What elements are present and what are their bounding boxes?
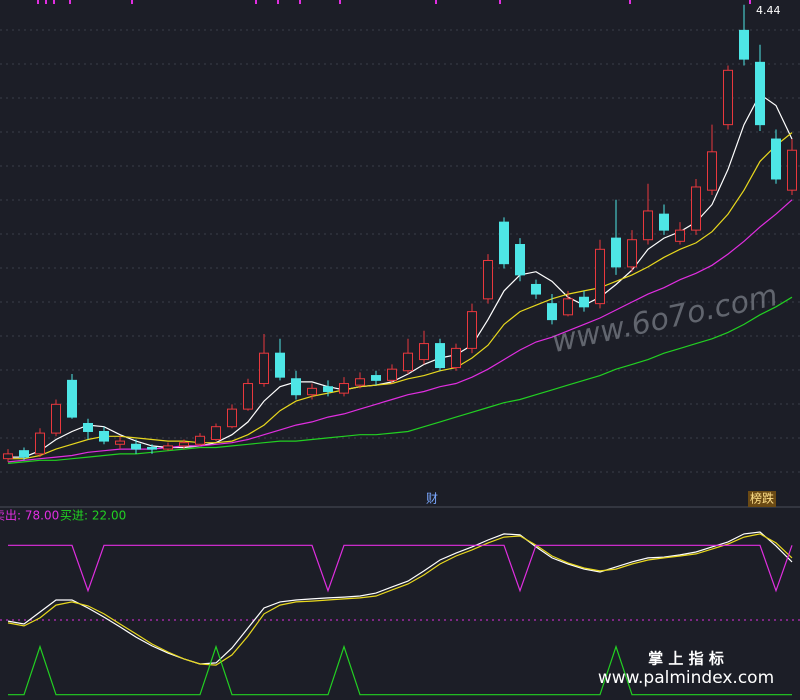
candle-body (35, 432, 45, 455)
candle-body (3, 453, 13, 460)
candle-body (19, 450, 29, 458)
candle-body (531, 283, 541, 295)
candle-body (787, 149, 797, 191)
candle-body (627, 239, 637, 268)
line-series (8, 93, 793, 458)
main-panel: 4.44 (3, 4, 797, 464)
line-series (7, 533, 793, 666)
candle-body (83, 422, 93, 432)
legend-entry: 买进: 22.00 (60, 509, 126, 523)
candle-body (723, 69, 733, 126)
candle-body (115, 440, 125, 445)
candle-body (387, 368, 397, 381)
line-series (8, 132, 793, 460)
high-label: 4.44 (756, 4, 781, 17)
candle-body (67, 379, 77, 418)
candle-body (131, 443, 141, 450)
event-marker: 财 (426, 492, 438, 506)
candle-body (467, 311, 477, 349)
candle-body (483, 259, 493, 300)
candle-body (739, 29, 749, 60)
candle-body (307, 387, 317, 396)
line-series (7, 531, 793, 665)
candle-body (195, 435, 205, 445)
candle-body (323, 386, 333, 393)
candle-body (755, 61, 765, 126)
candle-body (499, 221, 509, 265)
candle-body (771, 138, 781, 180)
candle-body (691, 186, 701, 231)
candle-body (291, 378, 301, 396)
candle-body (211, 426, 221, 440)
marker-box (748, 491, 776, 507)
candle-body (451, 347, 461, 369)
candle-body (579, 296, 589, 308)
candle-body (51, 403, 61, 434)
watermark: 掌 上 指 标 (648, 650, 724, 668)
candle-body (515, 244, 525, 276)
candle-body (675, 229, 685, 242)
grid (0, 29, 800, 473)
candle-body (371, 375, 381, 381)
candle-body (435, 343, 445, 369)
candle-body (563, 298, 573, 316)
candle-body (707, 151, 717, 191)
candle-body (147, 446, 157, 450)
candle-body (99, 430, 109, 442)
candle-body (243, 383, 253, 410)
line-series (8, 544, 793, 593)
line-series (7, 296, 793, 464)
candle-body (403, 352, 413, 372)
candle-body (339, 383, 349, 394)
line-series (8, 644, 792, 696)
candle-body (595, 248, 605, 305)
legend-entry: 卖出: 78.00 (0, 509, 59, 523)
candle-body (355, 378, 365, 386)
candle-body (419, 343, 429, 361)
candle-body (643, 210, 653, 241)
event-marker: 榜跌 (750, 491, 774, 506)
candle-body (659, 213, 669, 231)
indicator-panel (0, 531, 800, 696)
candle-body (275, 352, 285, 378)
candle-body (611, 237, 621, 268)
top-signals (37, 0, 751, 4)
candle-body (179, 442, 189, 447)
candle-body (547, 303, 557, 321)
candle-body (227, 408, 237, 428)
candle-body (259, 352, 269, 385)
watermark: www.palmindex.com (598, 668, 774, 688)
candle-body (163, 445, 173, 450)
